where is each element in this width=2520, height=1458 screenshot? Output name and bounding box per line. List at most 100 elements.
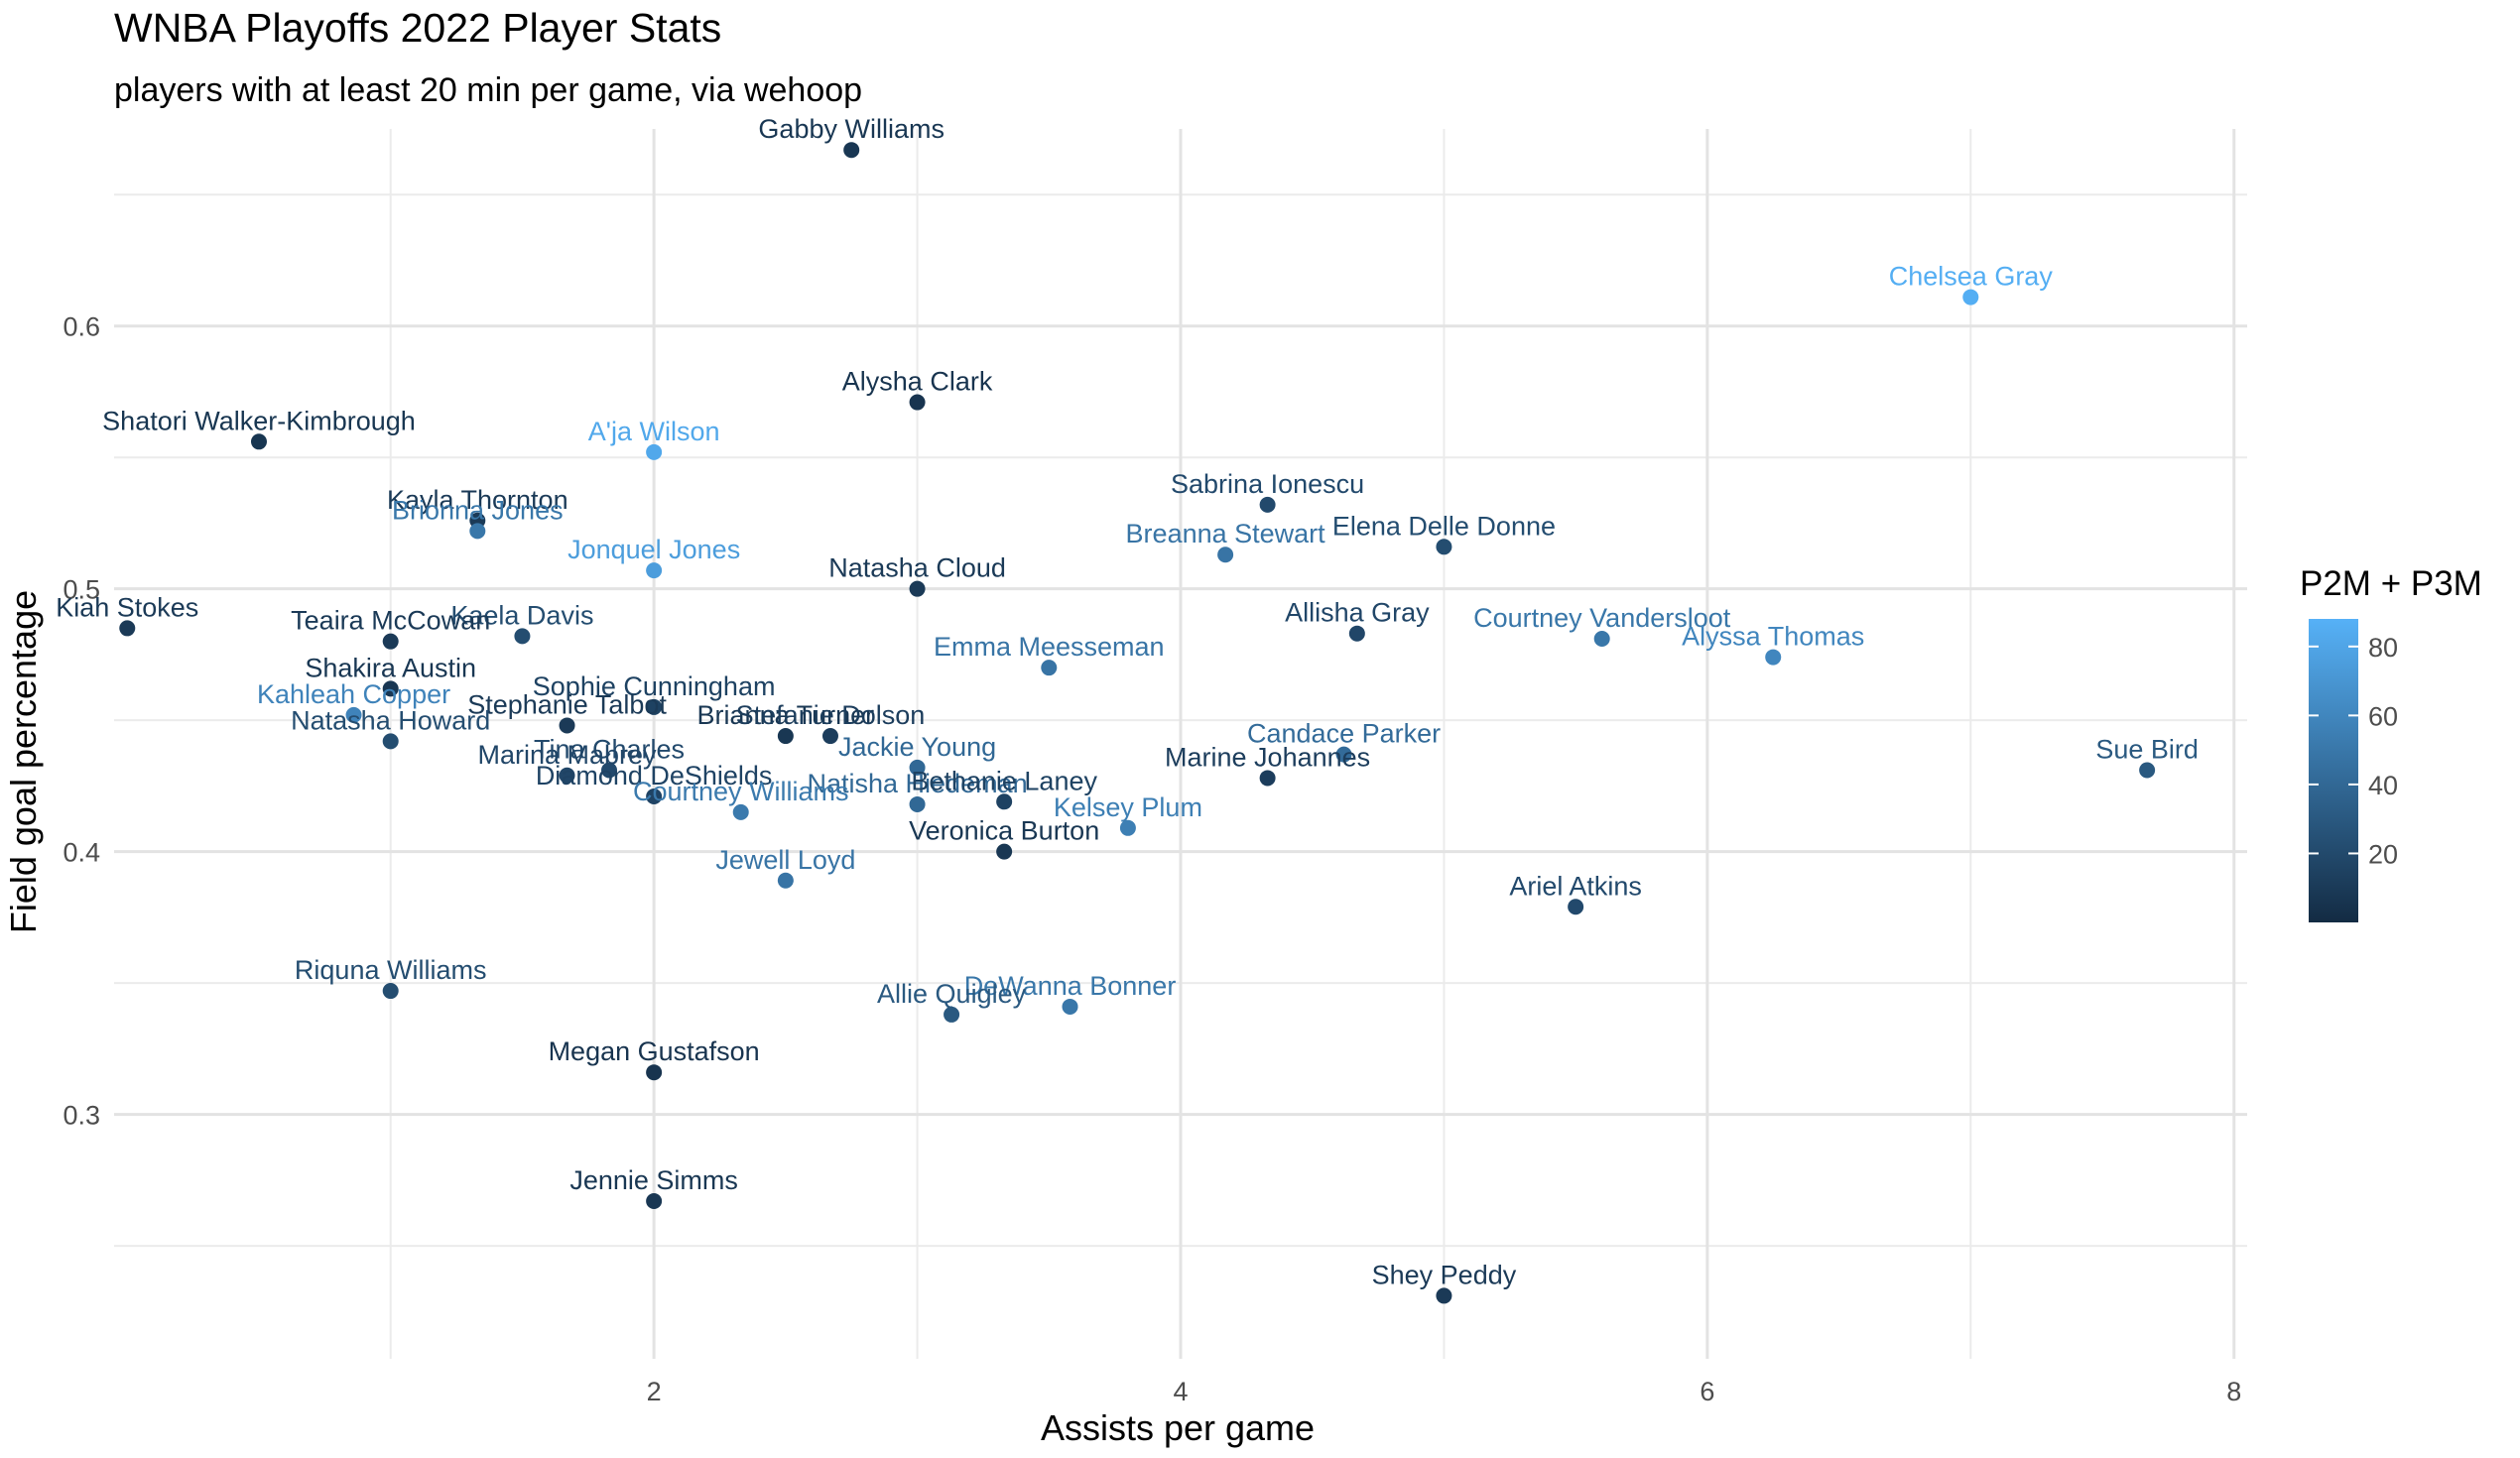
data-point bbox=[1041, 660, 1058, 676]
point-label: Teaira McCowan bbox=[291, 606, 490, 636]
point-label: DeWanna Bonner bbox=[964, 971, 1177, 1001]
points bbox=[119, 142, 2156, 1304]
point-label: Sabrina Ionescu bbox=[1171, 469, 1364, 499]
point-label: Brianna Turner bbox=[697, 700, 875, 730]
data-point bbox=[382, 983, 399, 1000]
data-point bbox=[1259, 496, 1276, 513]
data-point bbox=[1436, 539, 1452, 555]
point-label: Chelsea Gray bbox=[1889, 262, 2054, 292]
point-label: Courtney Williams bbox=[633, 777, 849, 806]
point-label: Kahleah Copper bbox=[257, 679, 450, 709]
data-point bbox=[1568, 899, 1584, 915]
point-label: Jewell Loyd bbox=[715, 845, 855, 875]
data-point bbox=[345, 706, 362, 723]
data-point bbox=[1765, 649, 1782, 666]
y-tick-label: 0.5 bbox=[63, 575, 100, 605]
data-point bbox=[1335, 746, 1352, 763]
data-point bbox=[821, 728, 838, 745]
legend-tick-label: 40 bbox=[2368, 771, 2398, 800]
legend-title: P2M + P3M bbox=[2300, 564, 2482, 603]
data-point bbox=[944, 1006, 960, 1023]
point-label: Kelsey Plum bbox=[1054, 792, 1202, 822]
data-point bbox=[996, 793, 1013, 810]
data-point bbox=[469, 523, 486, 540]
data-point bbox=[1962, 289, 1979, 305]
data-point bbox=[1259, 770, 1276, 787]
y-tick-label: 0.3 bbox=[63, 1101, 100, 1131]
data-point bbox=[646, 562, 663, 579]
point-label: Sophie Cunningham bbox=[533, 671, 776, 701]
point-label: Breanna Stewart bbox=[1126, 519, 1326, 548]
x-tick-label: 2 bbox=[647, 1377, 662, 1406]
point-label: Jennie Simms bbox=[569, 1165, 738, 1195]
point-label: Shatori Walker-Kimbrough bbox=[102, 406, 416, 435]
data-point bbox=[1217, 547, 1234, 563]
data-point bbox=[559, 717, 575, 734]
data-point bbox=[250, 433, 267, 450]
y-tick-label: 0.6 bbox=[63, 312, 100, 342]
point-label: Kaela Davis bbox=[450, 600, 593, 630]
point-label: Ariel Atkins bbox=[1509, 871, 1642, 901]
data-point bbox=[119, 620, 136, 637]
data-point bbox=[909, 394, 926, 411]
point-label: Candace Parker bbox=[1247, 719, 1441, 749]
data-point bbox=[601, 762, 618, 779]
point-label: Brionna Jones bbox=[392, 495, 564, 525]
point-label: Jonquel Jones bbox=[567, 535, 740, 564]
data-point bbox=[646, 443, 663, 460]
data-point bbox=[1436, 1287, 1452, 1304]
color-legend: P2M + P3M 20 40 60 80 bbox=[2300, 564, 2482, 922]
data-point bbox=[909, 795, 926, 812]
point-label: Alyssa Thomas bbox=[1682, 622, 1864, 652]
point-label: Bethanie Laney bbox=[911, 766, 1097, 795]
y-tick-label: 0.4 bbox=[63, 838, 100, 868]
legend-tick-label: 60 bbox=[2368, 701, 2398, 731]
x-axis-title: Assists per game bbox=[1041, 1407, 1315, 1448]
point-label: Jackie Young bbox=[838, 732, 996, 762]
data-point bbox=[996, 843, 1013, 860]
y-axis-title: Field goal percentage bbox=[3, 590, 44, 933]
point-label: Veronica Burton bbox=[909, 816, 1099, 846]
point-label: Marina Mabrey bbox=[478, 740, 658, 770]
point-label: Diamond DeShields bbox=[536, 761, 773, 790]
data-point bbox=[2139, 762, 2156, 779]
data-point bbox=[777, 872, 794, 889]
point-label: Stefanie Dolson bbox=[736, 700, 926, 730]
legend-colorbar bbox=[2309, 619, 2358, 922]
data-point bbox=[382, 680, 399, 697]
chart-title: WNBA Playoffs 2022 Player Stats bbox=[114, 5, 721, 51]
data-point bbox=[843, 142, 860, 159]
chart-subtitle: players with at least 20 min per game, v… bbox=[114, 71, 862, 109]
point-label: Sue Bird bbox=[2095, 734, 2199, 764]
point-labels: Gabby Williams Chelsea Gray Alysha Clark Sh… bbox=[56, 114, 2199, 1289]
data-point bbox=[909, 580, 926, 597]
data-point bbox=[646, 1193, 663, 1210]
grid bbox=[114, 129, 2247, 1359]
data-point bbox=[559, 767, 575, 784]
data-point bbox=[382, 633, 399, 650]
point-label: Gabby Williams bbox=[758, 114, 945, 144]
axis-ticks: 2 4 6 8 0.3 0.4 0.5 0.6 bbox=[63, 312, 2241, 1406]
data-point bbox=[732, 803, 749, 820]
point-label: Allisha Gray bbox=[1285, 598, 1430, 628]
legend-tick-label: 80 bbox=[2368, 633, 2398, 663]
x-tick-label: 8 bbox=[2226, 1377, 2241, 1406]
point-label: Kayla Thornton bbox=[387, 485, 568, 515]
data-point bbox=[514, 628, 531, 645]
point-label: Natisha Hiedeman bbox=[808, 769, 1028, 798]
point-label: Elena Delle Donne bbox=[1332, 511, 1556, 541]
data-point bbox=[1348, 625, 1365, 642]
data-point bbox=[646, 788, 663, 804]
legend-tick-label: 20 bbox=[2368, 839, 2398, 869]
point-label: Kiah Stokes bbox=[56, 592, 198, 622]
data-point bbox=[646, 698, 663, 715]
data-point bbox=[1119, 819, 1136, 836]
point-label: Alysha Clark bbox=[842, 367, 993, 397]
data-point bbox=[909, 759, 926, 776]
data-point bbox=[646, 1064, 663, 1081]
data-point bbox=[777, 728, 794, 745]
point-label: Riquna Williams bbox=[295, 955, 487, 985]
point-label: Marine Johannes bbox=[1165, 742, 1370, 772]
data-point bbox=[1062, 998, 1078, 1015]
point-label: Natasha Cloud bbox=[828, 553, 1006, 583]
